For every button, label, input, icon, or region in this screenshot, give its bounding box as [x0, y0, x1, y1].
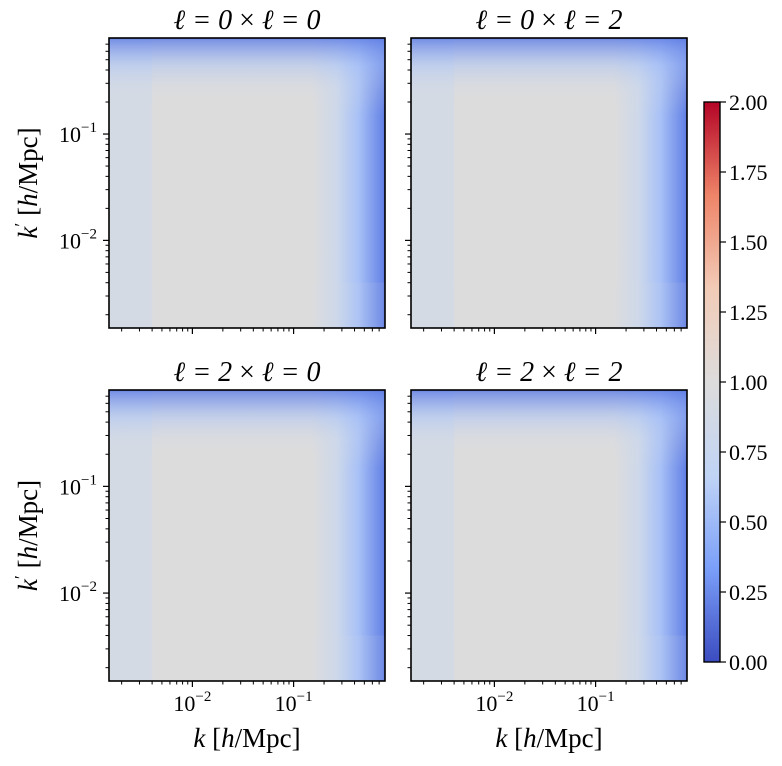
colorbar-tick-label: 0.75: [729, 440, 768, 465]
heatmap-field-overlay: [411, 390, 687, 681]
colorbar-tick-label: 1.25: [729, 300, 768, 325]
panel-title: ℓ = 2 × ℓ = 2: [476, 357, 623, 388]
colorbar: 0.00 0.25 0.50 0.75 1.00 1.25 1.50 1.75 2.00: [703, 90, 768, 675]
panel-1: ℓ = 0 × ℓ = 0 10−2 10−1 k′ [h/Mpc]: [11, 5, 386, 334]
heatmap-field-overlay: [109, 390, 385, 681]
x-tick-label: 10−1: [275, 689, 313, 716]
colorbar-tick-label: 1.50: [729, 230, 768, 255]
axes-frame: [108, 37, 386, 329]
panel-3: ℓ = 2 × ℓ = 0 10−2 10−1 k′ [h/Mpc] 10−2 10−1 k…: [11, 357, 386, 753]
heatmap-field-overlay: [411, 38, 687, 328]
x-tick-label: 10−2: [173, 689, 211, 716]
colorbar-tick-label: 0.50: [729, 510, 768, 535]
axes-frame: [410, 389, 688, 682]
axis-ticks: [405, 43, 682, 334]
y-tick-label: 10−2: [59, 226, 97, 253]
axis-ticks: [103, 395, 380, 687]
x-tick-label: 10−2: [475, 689, 513, 716]
x-axis-label: k [h/Mpc]: [193, 723, 300, 753]
axis-ticks: [405, 395, 682, 687]
colorbar-tick-label: 2.00: [729, 90, 768, 115]
colorbar-tick-label: 0.25: [729, 580, 768, 605]
x-axis-label: k [h/Mpc]: [495, 723, 602, 753]
panel-title: ℓ = 0 × ℓ = 0: [174, 5, 321, 36]
y-axis-label: k′ [h/Mpc]: [11, 480, 43, 591]
panels: ℓ = 0 × ℓ = 010−210−1k′ [h/Mpc]ℓ = 0 × ℓ…: [11, 5, 688, 753]
y-tick-label: 10−2: [59, 579, 97, 606]
y-axis-label: k′ [h/Mpc]: [11, 127, 43, 238]
heatmap-field-overlay: [109, 38, 385, 328]
colorbar-tick-label: 0.00: [729, 650, 768, 675]
colorbar-gradient: [704, 102, 720, 662]
panel-title: ℓ = 0 × ℓ = 2: [476, 5, 623, 36]
y-tick-label: 10−1: [59, 472, 97, 499]
panel-title: ℓ = 2 × ℓ = 0: [174, 357, 321, 388]
axes-frame: [108, 389, 386, 682]
y-tick-label: 10−1: [59, 120, 97, 147]
colorbar-tick-label: 1.75: [729, 160, 768, 185]
panel-4: ℓ = 2 × ℓ = 2 10−2 10−1 k [h/Mpc]: [405, 357, 688, 753]
panel-2: ℓ = 0 × ℓ = 2: [405, 5, 688, 334]
colorbar-tick-label: 1.00: [729, 370, 768, 395]
x-tick-label: 10−1: [577, 689, 615, 716]
axis-ticks: [103, 43, 380, 334]
axes-frame: [410, 37, 688, 329]
